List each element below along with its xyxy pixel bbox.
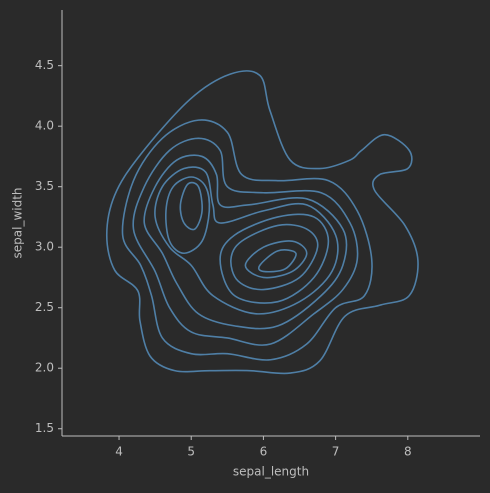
contour-line [230,223,319,291]
x-tick-label: 8 [404,445,412,459]
x-tick-label: 6 [260,445,268,459]
contour-line [257,249,297,273]
contour-line [244,240,308,279]
y-tick-label: 1.5 [35,421,54,435]
y-tick-label: 3.0 [35,240,54,254]
contour-line [165,176,211,255]
contour-line [154,166,339,315]
y-tick-label: 2.0 [35,361,54,375]
y-tick-label: 4.5 [35,58,54,72]
y-tick-label: 3.5 [35,179,54,193]
contour-line [132,137,359,346]
x-tick-label: 4 [115,445,123,459]
x-tick-label: 7 [332,445,340,459]
x-tick-label: 5 [187,445,195,459]
x-axis-label: sepal_length [233,465,309,479]
contour-line [143,154,348,330]
contour-line [105,70,419,375]
y-tick-label: 2.5 [35,300,54,314]
y-tick-label: 4.0 [35,119,54,133]
contour-line [179,181,203,231]
y-axis-label: sepal_width [11,187,25,258]
contour-line [219,213,330,304]
contour-line [121,119,373,361]
